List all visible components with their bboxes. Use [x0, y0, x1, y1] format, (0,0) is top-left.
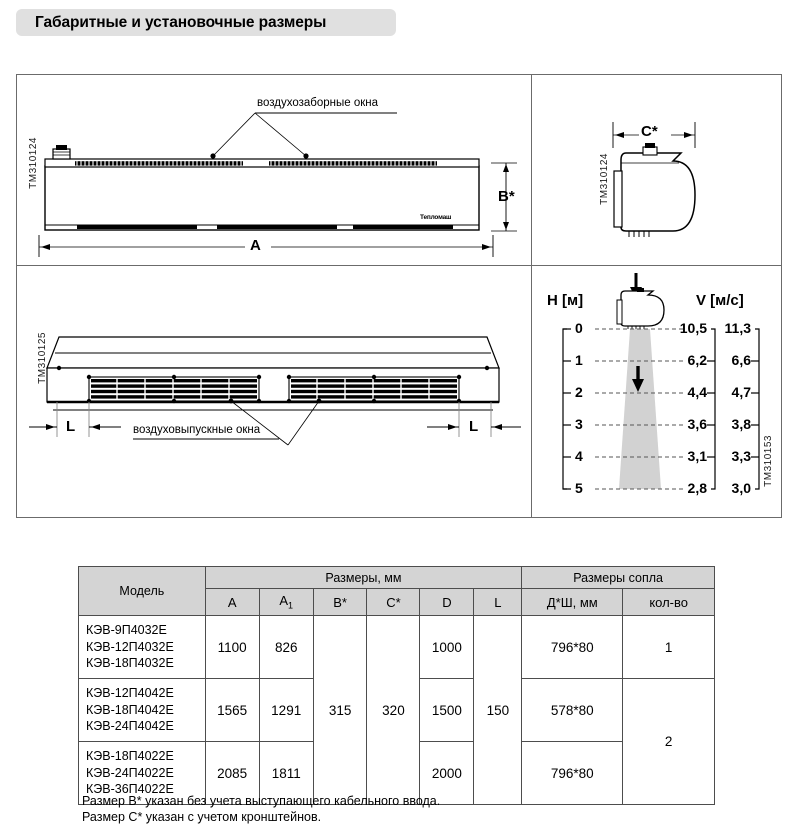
- bottom-view-drawing: ТМ310125 воздуховыпускные окна: [17, 267, 531, 518]
- specifications-table: Модель Размеры, мм Размеры сопла A A1 B*…: [78, 566, 715, 805]
- model-name: КЭВ-9П4032Е: [86, 623, 167, 638]
- bottom-view-dim-l-left: L: [66, 418, 76, 435]
- cell-nozzle-qty: 2: [622, 678, 715, 805]
- front-view-svg: [38, 112, 517, 257]
- page-title: Габаритные и установочные размеры: [35, 13, 327, 31]
- header-col-a1-base: A: [279, 593, 289, 609]
- footnote-c: Размер C* указан с учетом кронштейнов.: [82, 810, 322, 824]
- model-name: КЭВ-18П4022Е: [86, 749, 174, 764]
- model-name: КЭВ-12П4032Е: [86, 639, 174, 654]
- header-group-nozzle: Размеры сопла: [521, 566, 715, 589]
- chart-axis-label-h: H [м]: [547, 292, 584, 309]
- table-header-group-row: Модель Размеры, мм Размеры сопла: [78, 566, 715, 616]
- header-model: Модель: [78, 566, 206, 616]
- side-view-drawing: ТМ310124 C*: [533, 75, 782, 265]
- frame-horizontal-divider: [17, 265, 781, 266]
- cell-a1: 1811: [258, 741, 314, 805]
- cell-a: 1100: [204, 615, 260, 679]
- cell-d: 1000: [419, 615, 475, 679]
- chart-v2-value: 3,8: [731, 416, 751, 432]
- model-name: КЭВ-24П4042Е: [86, 719, 174, 734]
- header-col-l: L: [473, 588, 523, 616]
- chart-h-value: 2: [575, 384, 583, 400]
- table-row: КЭВ-9П4032Е КЭВ-12П4032Е КЭВ-18П4032Е 11…: [78, 615, 715, 805]
- cell-a1: 826: [258, 615, 314, 679]
- model-name: КЭВ-36П4022Е: [86, 782, 174, 797]
- table-footnotes: Размер B* указан без учета выступающего …: [82, 793, 440, 825]
- chart-v1-value: 4,4: [687, 384, 707, 400]
- header-col-b: B*: [312, 588, 368, 616]
- side-view-svg: [612, 122, 696, 237]
- chart-v2-value: 3,0: [731, 480, 751, 496]
- table-row: КЭВ-12П4042Е КЭВ-18П4042Е КЭВ-24П4042Е 1…: [78, 678, 715, 805]
- cell-l: 150: [473, 615, 523, 805]
- frame-vertical-divider: [531, 75, 532, 517]
- chart-h-value: 4: [575, 448, 583, 464]
- cell-nozzle-qty: 1: [622, 615, 715, 679]
- front-view-dim-b: B*: [498, 188, 515, 205]
- cell-a: 1565: [204, 678, 260, 742]
- drawings-frame: ТМ310124 воздухозаборные окна: [16, 74, 782, 518]
- chart-v1-value: 10,5: [679, 320, 707, 336]
- cell-d: 2000: [419, 741, 475, 805]
- bottom-view-svg: [29, 336, 521, 446]
- specifications-table-wrap: Модель Размеры, мм Размеры сопла A A1 B*…: [78, 566, 715, 805]
- side-view-dim-c: C*: [641, 123, 658, 140]
- brand-logo: Тепломаш: [420, 214, 452, 221]
- front-view-drawing: ТМ310124 воздухозаборные окна: [17, 75, 531, 265]
- footnote-b: Размер B* указан без учета выступающего …: [82, 794, 441, 808]
- cell-a: 2085: [204, 741, 260, 805]
- header-col-c: C*: [366, 588, 421, 616]
- velocity-chart: ТМ310153: [533, 267, 782, 518]
- cell-a1: 1291: [258, 678, 314, 742]
- chart-h-value: 0: [575, 320, 583, 336]
- bottom-view-dim-l-right: L: [469, 418, 479, 435]
- chart-v2-value: 3,3: [731, 448, 751, 464]
- header-col-nozzle-size: Д*Ш, мм: [521, 588, 624, 616]
- cell-b: 315: [312, 615, 368, 805]
- chart-h-value: 3: [575, 416, 583, 432]
- header-col-d: D: [419, 588, 475, 616]
- velocity-chart-svg: [562, 273, 760, 490]
- row-models: КЭВ-18П4022Е КЭВ-24П4022Е КЭВ-36П4022Е: [78, 741, 206, 805]
- front-view-callout-label: воздухозаборные окна: [257, 97, 379, 109]
- chart-v1-value: 6,2: [687, 352, 707, 368]
- cell-nozzle-size: 796*80: [521, 741, 624, 805]
- model-name: КЭВ-24П4022Е: [86, 765, 174, 780]
- chart-h-value: 1: [575, 352, 583, 368]
- header-col-a: A: [204, 588, 260, 616]
- chart-v2-value: 4,7: [731, 384, 751, 400]
- cell-nozzle-size: 578*80: [521, 678, 624, 742]
- row-models: КЭВ-9П4032Е КЭВ-12П4032Е КЭВ-18П4032Е: [78, 615, 206, 679]
- page-title-bar: Габаритные и установочные размеры: [16, 9, 396, 36]
- table-row: КЭВ-18П4022Е КЭВ-24П4022Е КЭВ-36П4022Е 2…: [78, 741, 715, 805]
- model-name: КЭВ-18П4042Е: [86, 702, 174, 717]
- cell-d: 1500: [419, 678, 475, 742]
- model-name: КЭВ-12П4042Е: [86, 686, 174, 701]
- model-name: КЭВ-18П4032Е: [86, 656, 174, 671]
- header-col-a1-subscript: 1: [288, 600, 294, 611]
- cell-nozzle-size: 796*80: [521, 615, 624, 679]
- chart-v1-value: 2,8: [687, 480, 707, 496]
- front-view-dim-a: A: [250, 237, 261, 254]
- chart-h-value: 5: [575, 480, 583, 496]
- chart-v1-value: 3,1: [687, 448, 707, 464]
- cell-c: 320: [366, 615, 421, 805]
- chart-v1-value: 3,6: [687, 416, 707, 432]
- header-col-a1: A1: [258, 588, 314, 616]
- header-group-dimensions: Размеры, мм: [204, 566, 523, 589]
- chart-v2-value: 11,3: [724, 320, 751, 336]
- bottom-view-callout-label: воздуховыпускные окна: [133, 424, 261, 436]
- table-header-sub-row: A A1 B* C* D L Д*Ш, мм кол-во: [79, 588, 715, 616]
- chart-axis-label-v: V [м/с]: [696, 292, 744, 309]
- header-col-nozzle-qty: кол-во: [622, 588, 715, 616]
- chart-v2-value: 6,6: [731, 352, 751, 368]
- row-models: КЭВ-12П4042Е КЭВ-18П4042Е КЭВ-24П4042Е: [78, 678, 206, 742]
